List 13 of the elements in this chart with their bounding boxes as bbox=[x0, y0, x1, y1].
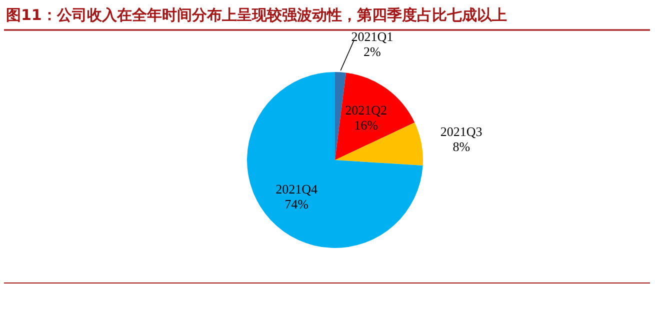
data-label: 8% bbox=[452, 138, 470, 154]
data-label: 16% bbox=[354, 118, 378, 133]
data-label: 2% bbox=[364, 44, 382, 60]
pie-slice bbox=[335, 122, 423, 166]
pie-slice bbox=[335, 72, 415, 160]
slice-label: 2021Q4 bbox=[276, 182, 318, 197]
pie-slice bbox=[335, 72, 346, 160]
data-label: 74% bbox=[284, 196, 309, 212]
pie-slice bbox=[247, 72, 423, 248]
slice-label: 2021Q2 bbox=[345, 102, 387, 118]
slice-label: 2021Q3 bbox=[440, 124, 482, 139]
chart-title: 图11：公司收入在全年时间分布上呈现较强波动性，第四季度占比七成以上 bbox=[6, 6, 507, 24]
slice-label: 2021Q1 bbox=[351, 29, 394, 44]
